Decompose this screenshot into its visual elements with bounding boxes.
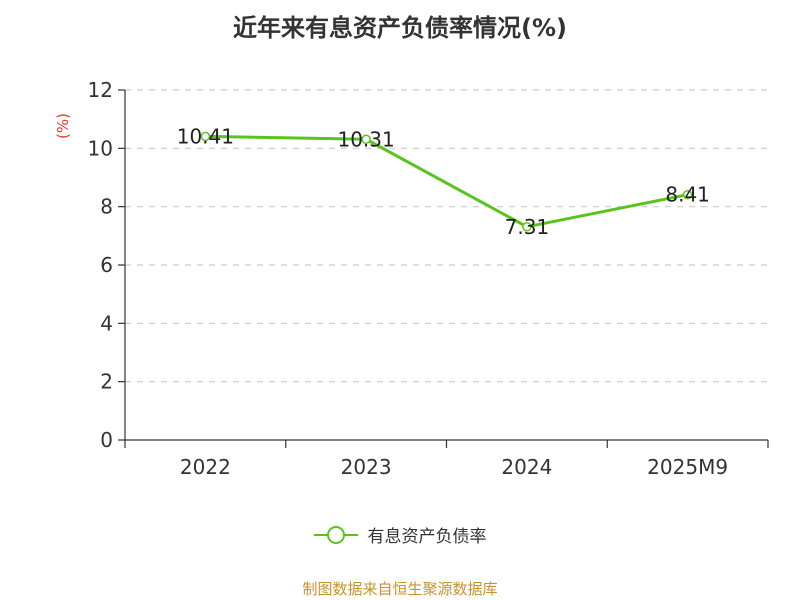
x-ticks: 2022 2023 2024 2025M9 (124, 440, 769, 479)
legend[interactable]: 有息资产负债率 (0, 522, 800, 547)
legend-label: 有息资产负债率 (367, 527, 487, 547)
y-tick-label: 0 (100, 428, 113, 452)
data-label: 8.41 (665, 183, 710, 207)
data-point[interactable] (361, 134, 371, 145)
data-point[interactable] (682, 189, 693, 200)
y-tick-label: 10 (88, 136, 113, 160)
y-tick-label: 2 (100, 370, 113, 394)
series-line (203, 134, 690, 229)
y-ticks: 0 2 4 6 8 10 12 (88, 78, 125, 452)
data-label: 10.41 (177, 124, 234, 148)
data-point[interactable] (522, 222, 532, 232)
y-tick-label: 4 (100, 311, 113, 335)
data-point[interactable] (200, 131, 211, 142)
chart-title: 近年来有息资产负债率情况(%) (233, 14, 567, 42)
x-tick-label: 2022 (180, 455, 231, 479)
data-label: 10.31 (337, 127, 394, 151)
x-tick-label: 2025M9 (647, 455, 728, 479)
y-tick-label: 6 (100, 253, 113, 277)
y-axis-label: (%) (54, 113, 72, 139)
y-tick-label: 12 (88, 78, 113, 102)
legend-line-circle-icon (313, 525, 358, 544)
data-label: 7.31 (505, 215, 550, 239)
source-note: 制图数据来自恒生聚源数据库 (302, 580, 498, 598)
y-tick-label: 8 (100, 195, 113, 219)
series: 10.41 10.31 7.31 8.41 (177, 124, 710, 238)
x-tick-label: 2024 (501, 455, 552, 479)
x-tick-label: 2023 (341, 455, 392, 479)
